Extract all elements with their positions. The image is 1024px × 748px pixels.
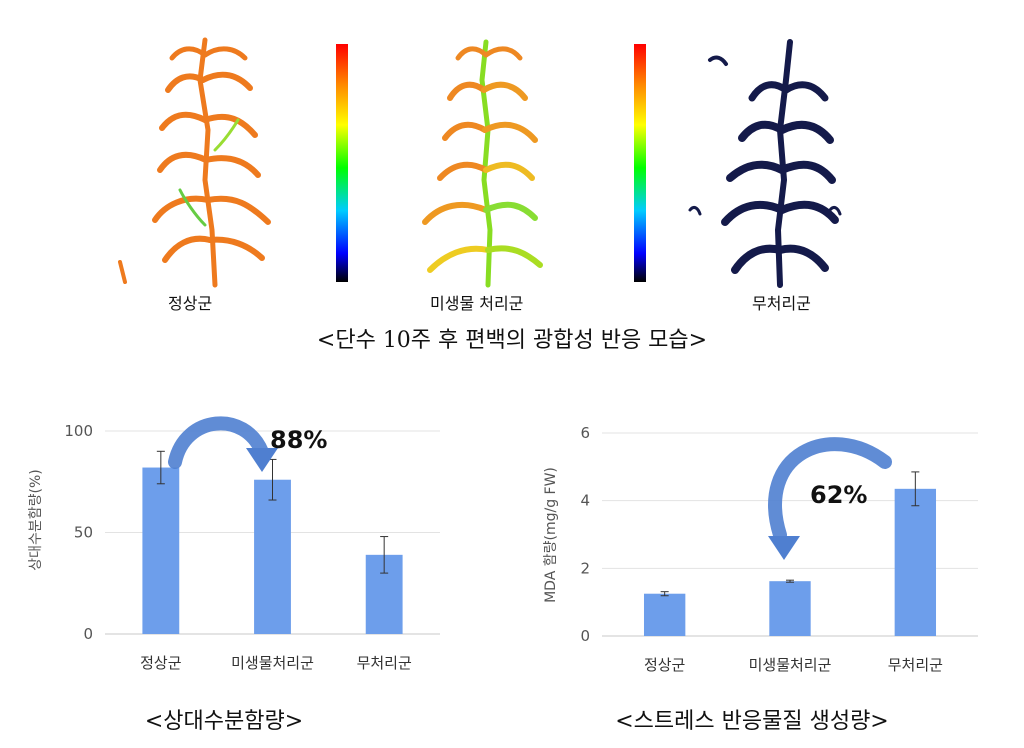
category-label: 무처리군	[357, 654, 412, 672]
y-tick-label: 4	[580, 492, 590, 510]
category-label: 정상군	[140, 654, 182, 672]
bar	[142, 467, 180, 634]
bar	[769, 581, 811, 636]
plant-image-untreated	[688, 39, 842, 288]
annotation-label: 88%	[270, 426, 327, 454]
annotation-arrow	[768, 437, 892, 542]
category-label: 정상군	[644, 656, 686, 674]
y-tick-label: 50	[74, 524, 93, 542]
bar	[254, 479, 291, 634]
annotation-arrowhead	[768, 536, 800, 560]
label-normal: 정상군	[168, 294, 213, 313]
category-label: 미생물처리군	[749, 656, 832, 674]
y-axis-label: MDA 함량(mg/g FW)	[543, 467, 559, 603]
label-untreated: 무처리군	[752, 294, 811, 313]
bar	[894, 488, 937, 636]
plant-image-normal	[118, 37, 271, 288]
annotation-arrow	[168, 416, 269, 469]
annotation-arrowhead	[246, 448, 278, 472]
caption-chart-2: <스트레스 반응물질 생성량>	[615, 709, 889, 734]
annotation-label: 62%	[810, 481, 867, 509]
y-tick-label: 6	[580, 424, 590, 442]
category-label: 미생물처리군	[231, 654, 314, 672]
y-tick-label: 0	[83, 625, 93, 643]
caption-top: <단수 10주 후 편백의 광합성 반응 모습>	[316, 328, 708, 353]
color-scale-1	[336, 44, 348, 282]
photosynthesis-panel	[118, 37, 842, 288]
y-axis-label: 상대수분함량(%)	[28, 469, 44, 571]
bar	[643, 593, 686, 636]
color-scale-2	[634, 44, 646, 282]
caption-chart-1: <상대수분함량>	[144, 709, 304, 734]
y-tick-label: 100	[64, 422, 93, 440]
label-microbe: 미생물 처리군	[430, 294, 524, 313]
category-label: 무처리군	[888, 656, 943, 674]
y-tick-label: 0	[580, 627, 590, 645]
plant-image-microbe	[422, 39, 543, 288]
y-tick-label: 2	[580, 559, 590, 577]
